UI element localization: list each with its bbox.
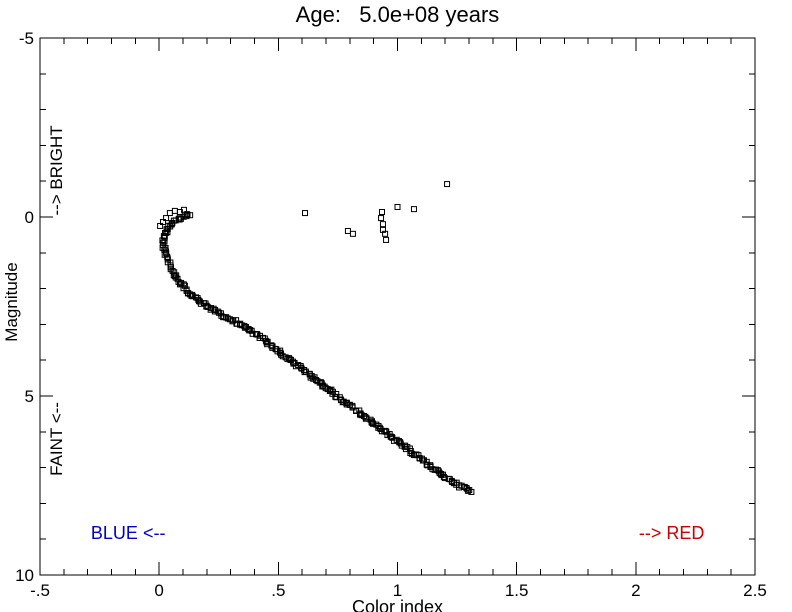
hr-diagram-figure: Age: 5.0e+08 years Magnitude -.5 0.5 1 1.5 2… — [0, 0, 792, 612]
giant-stars-point — [350, 231, 355, 236]
giant-stars-point — [384, 237, 389, 242]
giant-stars-point — [395, 204, 400, 209]
giant-stars-point — [380, 222, 385, 227]
turnoff-stars-point — [172, 208, 177, 213]
y-tick-label: 0 — [25, 208, 34, 227]
faint-annotation: FAINT <-- — [47, 402, 66, 476]
plot-area: -.5 0.5 1 1.5 2 2.5-50510--> BRIGHTFAINT <--B… — [0, 0, 792, 612]
giant-stars-point — [345, 228, 350, 233]
y-tick-label: 5 — [25, 387, 34, 406]
x-axis-label: Color index — [40, 597, 755, 612]
blue-annotation: BLUE <-- — [91, 523, 166, 543]
giant-stars-point — [303, 211, 308, 216]
y-tick-label: -5 — [19, 29, 34, 48]
giant-stars-point — [411, 207, 416, 212]
axes-box — [40, 38, 755, 575]
y-tick-label: 10 — [15, 566, 34, 585]
turnoff-stars-point — [167, 211, 172, 216]
giant-stars-point — [445, 182, 450, 187]
giant-stars-point — [379, 216, 384, 221]
bright-annotation: --> BRIGHT — [47, 125, 66, 215]
red-annotation: --> RED — [639, 523, 705, 543]
giant-stars-point — [380, 209, 385, 214]
